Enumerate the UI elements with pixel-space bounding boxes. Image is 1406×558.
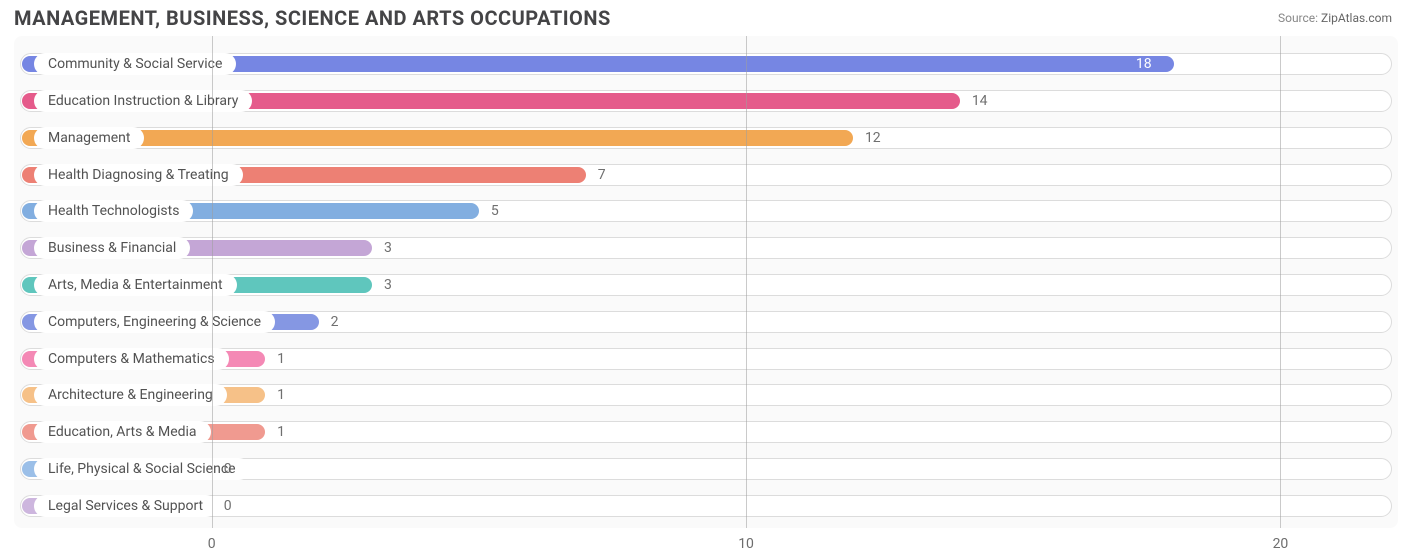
value-label: 1 [277,387,285,403]
x-axis-tick-label: 20 [1273,536,1289,552]
category-label: Management [34,127,144,149]
gridline [212,36,213,528]
category-label: Life, Physical & Social Science [34,458,250,480]
source-value: ZipAtlas.com [1321,11,1392,25]
gridline [1280,36,1281,528]
value-label: 14 [972,93,988,109]
value-label: 12 [865,130,881,146]
gridline [746,36,747,528]
category-label: Computers & Mathematics [34,348,229,370]
x-axis-tick-label: 0 [208,536,216,552]
chart-plot-area: Community & Social Service 18 Education In… [14,36,1398,528]
value-label: 0 [224,461,232,477]
bar-row: Arts, Media & Entertainment 3 [14,270,1398,300]
x-axis-tick-label: 10 [738,536,754,552]
bar-row: Education Instruction & Library 14 [14,86,1398,116]
category-label: Legal Services & Support [34,495,217,517]
category-label: Computers, Engineering & Science [34,311,275,333]
value-label: 2 [331,314,339,330]
category-label: Architecture & Engineering [34,384,227,406]
bar-row: Legal Services & Support 0 [14,491,1398,521]
category-label: Community & Social Service [34,53,236,75]
category-label: Arts, Media & Entertainment [34,274,237,296]
bar-row: Life, Physical & Social Science0 [14,454,1398,484]
bar-row: Education, Arts & Media 1 [14,417,1398,447]
bars-container: Community & Social Service 18 Education In… [14,46,1398,524]
bar-row: Health Technologists 5 [14,196,1398,226]
category-label: Education, Arts & Media [34,421,211,443]
bar-fill [22,130,853,146]
bar-row: Computers, Engineering & Science 2 [14,307,1398,337]
value-label: 3 [384,277,392,293]
bar-row: Computers & Mathematics 1 [14,344,1398,374]
source-label: Source: [1278,11,1318,25]
source-attribution: Source: ZipAtlas.com [1278,11,1392,25]
bar-row: Community & Social Service 18 [14,49,1398,79]
value-label: 18 [1136,56,1152,72]
value-label: 1 [277,424,285,440]
value-label: 3 [384,240,392,256]
chart-title: MANAGEMENT, BUSINESS, SCIENCE AND ARTS O… [14,6,611,30]
bar-row: Health Diagnosing & Treating7 [14,160,1398,190]
value-label: 0 [224,498,232,514]
value-label: 7 [598,167,606,183]
bar-row: Business & Financial 3 [14,233,1398,263]
chart-header: MANAGEMENT, BUSINESS, SCIENCE AND ARTS O… [0,0,1406,34]
category-label: Health Technologists [34,200,193,222]
bar-row: Architecture & Engineering 1 [14,380,1398,410]
category-label: Education Instruction & Library [34,90,252,112]
bar-row: Management 12 [14,123,1398,153]
value-label: 1 [277,351,285,367]
category-label: Business & Financial [34,237,190,259]
value-label: 5 [491,203,499,219]
